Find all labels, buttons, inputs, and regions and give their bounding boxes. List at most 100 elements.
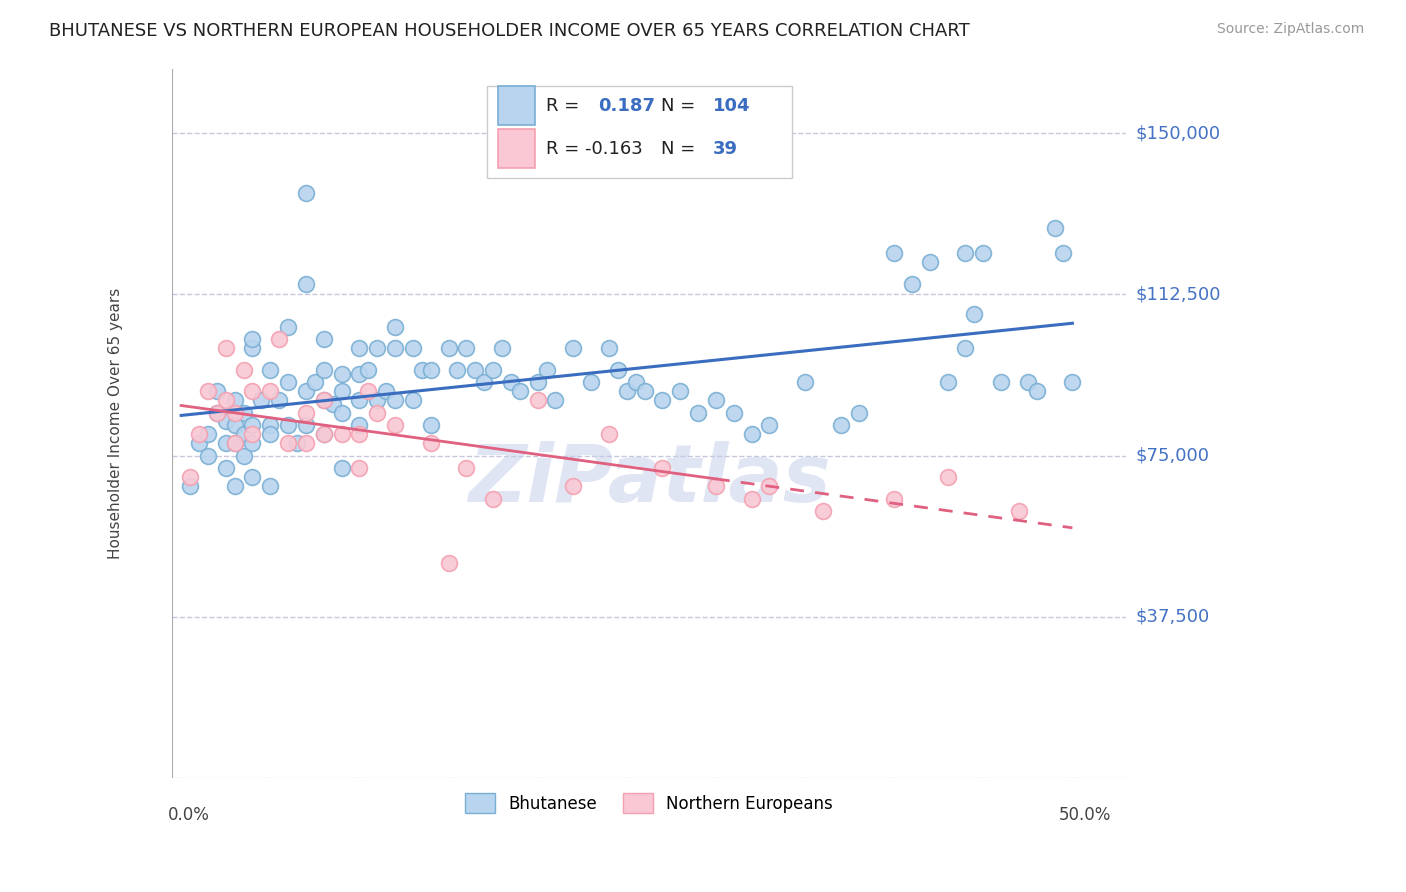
Point bbox=[794, 376, 817, 390]
Text: R =: R = bbox=[546, 96, 585, 115]
Point bbox=[259, 427, 281, 442]
Legend: Bhutanese, Northern Europeans: Bhutanese, Northern Europeans bbox=[458, 787, 839, 820]
Point bbox=[918, 255, 941, 269]
Point bbox=[901, 277, 924, 291]
Point bbox=[215, 435, 238, 450]
Point bbox=[277, 319, 299, 334]
Point bbox=[349, 418, 371, 433]
Text: $112,500: $112,500 bbox=[1136, 285, 1220, 303]
Point bbox=[402, 341, 425, 355]
Point bbox=[349, 341, 371, 355]
Point bbox=[312, 427, 335, 442]
Point bbox=[295, 435, 318, 450]
Point bbox=[562, 478, 585, 492]
Point bbox=[1008, 504, 1031, 518]
Text: 50.0%: 50.0% bbox=[1059, 806, 1112, 824]
Point bbox=[224, 418, 246, 433]
Point bbox=[259, 418, 281, 433]
Point bbox=[1062, 376, 1084, 390]
FancyBboxPatch shape bbox=[498, 86, 534, 125]
Point bbox=[188, 435, 211, 450]
Point bbox=[179, 470, 201, 484]
Point bbox=[741, 491, 763, 506]
Point bbox=[330, 461, 353, 475]
Point bbox=[598, 341, 620, 355]
Point bbox=[384, 418, 406, 433]
Text: 104: 104 bbox=[713, 96, 751, 115]
Point bbox=[349, 367, 371, 381]
Point bbox=[419, 362, 441, 376]
Point bbox=[482, 362, 505, 376]
Point bbox=[526, 376, 548, 390]
Point bbox=[1043, 220, 1066, 235]
Point bbox=[562, 341, 585, 355]
Point bbox=[224, 435, 246, 450]
Point bbox=[955, 246, 977, 260]
Point bbox=[197, 384, 219, 398]
Point bbox=[349, 392, 371, 407]
Point bbox=[616, 384, 638, 398]
Point bbox=[295, 186, 318, 201]
Point bbox=[536, 362, 558, 376]
Text: R = -0.163: R = -0.163 bbox=[546, 140, 643, 158]
Point bbox=[688, 405, 710, 419]
Point bbox=[197, 427, 219, 442]
Point bbox=[419, 418, 441, 433]
Point bbox=[215, 341, 238, 355]
Point bbox=[811, 504, 834, 518]
Point bbox=[295, 277, 318, 291]
Point bbox=[349, 427, 371, 442]
Point bbox=[437, 556, 460, 570]
Point bbox=[304, 376, 326, 390]
Text: $150,000: $150,000 bbox=[1136, 124, 1220, 142]
Point bbox=[224, 435, 246, 450]
Point bbox=[242, 470, 264, 484]
Point bbox=[624, 376, 647, 390]
Point bbox=[963, 307, 986, 321]
Point bbox=[232, 362, 254, 376]
Point bbox=[633, 384, 655, 398]
Point bbox=[456, 461, 478, 475]
Point bbox=[330, 384, 353, 398]
Point bbox=[215, 414, 238, 428]
Point bbox=[259, 478, 281, 492]
Point bbox=[312, 427, 335, 442]
Point bbox=[1052, 246, 1074, 260]
Point bbox=[606, 362, 628, 376]
Point bbox=[224, 392, 246, 407]
Point bbox=[188, 427, 211, 442]
Point bbox=[269, 392, 291, 407]
Point bbox=[366, 341, 388, 355]
Point bbox=[242, 427, 264, 442]
Point bbox=[411, 362, 433, 376]
Point bbox=[312, 333, 335, 347]
Point bbox=[205, 384, 228, 398]
Point bbox=[330, 427, 353, 442]
Point bbox=[1025, 384, 1047, 398]
Text: 0.187: 0.187 bbox=[599, 96, 655, 115]
Point bbox=[277, 435, 299, 450]
Point bbox=[579, 376, 602, 390]
Point bbox=[366, 392, 388, 407]
Point bbox=[464, 362, 486, 376]
Point bbox=[349, 461, 371, 475]
Point bbox=[295, 405, 318, 419]
Text: 0.0%: 0.0% bbox=[167, 806, 209, 824]
Point bbox=[312, 362, 335, 376]
Point bbox=[357, 362, 380, 376]
Point bbox=[741, 427, 763, 442]
Point bbox=[259, 384, 281, 398]
Point bbox=[544, 392, 567, 407]
Point bbox=[482, 491, 505, 506]
Point bbox=[723, 405, 745, 419]
Point bbox=[446, 362, 468, 376]
Point bbox=[936, 376, 959, 390]
Text: ZiPatlas: ZiPatlas bbox=[468, 441, 831, 519]
Point bbox=[232, 405, 254, 419]
Point bbox=[1017, 376, 1039, 390]
Point bbox=[277, 376, 299, 390]
Point bbox=[848, 405, 870, 419]
Point bbox=[384, 319, 406, 334]
Point bbox=[419, 435, 441, 450]
Point bbox=[472, 376, 495, 390]
